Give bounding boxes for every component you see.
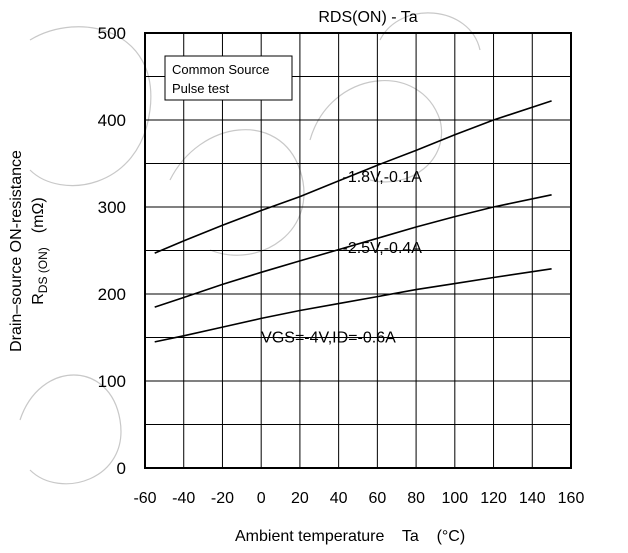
x-tick-label: 120 — [480, 490, 507, 507]
y-axis-symbol-subscript: DS (ON) — [36, 247, 50, 293]
series-lines — [154, 100, 552, 343]
chart-title: RDS(ON) - Ta — [318, 9, 417, 26]
y-tick-label: 300 — [98, 198, 126, 217]
series-line — [154, 100, 552, 254]
x-axis-label: Ambient temperature Ta (°C) — [235, 528, 465, 545]
y-axis-unit: (mΩ) — [30, 197, 47, 233]
x-tick-label: 100 — [441, 490, 468, 507]
legend-line-1: Common Source — [172, 62, 270, 77]
legend-box: Common Source Pulse test — [164, 55, 293, 101]
y-axis-tick-labels: 0 100 200 300 400 500 — [98, 24, 126, 478]
x-tick-label: -20 — [211, 490, 234, 507]
series-line — [154, 194, 552, 308]
x-tick-label: 60 — [368, 490, 386, 507]
y-axis-label-line-2: RDS (ON) (mΩ) — [30, 197, 50, 305]
x-tick-label: -60 — [133, 490, 156, 507]
y-tick-label: 200 — [98, 285, 126, 304]
x-tick-label: 40 — [330, 490, 348, 507]
y-axis-symbol: R — [30, 293, 47, 305]
series-labels: -1.8V,-0.1A -2.5V,-0.4A VGS=-4V,ID=-0.6A — [261, 169, 422, 347]
y-tick-label: 500 — [98, 24, 126, 43]
legend-line-2: Pulse test — [172, 81, 229, 96]
x-tick-label: 0 — [257, 490, 266, 507]
x-tick-label: 140 — [519, 490, 546, 507]
series-label: -1.8V,-0.1A — [343, 169, 423, 186]
x-axis-tick-labels: -60 -40 -20 0 20 40 60 80 100 120 140 160 — [133, 490, 584, 507]
x-tick-label: 160 — [558, 490, 585, 507]
x-tick-label: 20 — [291, 490, 309, 507]
series-line — [154, 268, 552, 343]
y-axis-label-line-1: Drain–source ON-resistance — [8, 150, 25, 352]
legend-frame — [164, 55, 293, 101]
series-label: -2.5V,-0.4A — [343, 240, 423, 257]
y-tick-label: 100 — [98, 372, 126, 391]
y-tick-label: 0 — [117, 459, 126, 478]
plot-frame — [144, 32, 572, 469]
grid — [145, 33, 571, 468]
series-label: VGS=-4V,ID=-0.6A — [261, 330, 396, 347]
x-tick-label: -40 — [172, 490, 195, 507]
x-tick-label: 80 — [407, 490, 425, 507]
y-axis-label: Drain–source ON-resistance RDS (ON) (mΩ) — [8, 150, 50, 352]
y-tick-label: 400 — [98, 111, 126, 130]
